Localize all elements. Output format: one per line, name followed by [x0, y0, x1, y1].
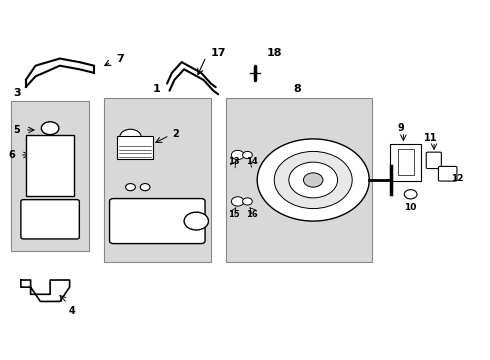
Circle shape — [289, 162, 338, 198]
Text: 5: 5 — [13, 125, 20, 135]
Circle shape — [257, 139, 369, 221]
Circle shape — [41, 122, 59, 135]
Text: 12: 12 — [451, 174, 463, 183]
Text: 3: 3 — [14, 88, 21, 98]
Text: 1: 1 — [152, 84, 160, 94]
Text: 11: 11 — [424, 133, 438, 143]
Circle shape — [303, 173, 323, 187]
Text: 6: 6 — [8, 150, 15, 160]
FancyBboxPatch shape — [11, 102, 89, 251]
Circle shape — [184, 212, 208, 230]
FancyBboxPatch shape — [397, 149, 414, 175]
FancyBboxPatch shape — [110, 199, 205, 244]
Circle shape — [120, 129, 141, 145]
Circle shape — [231, 197, 244, 206]
Text: 13: 13 — [228, 157, 240, 166]
Text: 10: 10 — [404, 203, 417, 212]
FancyBboxPatch shape — [26, 135, 74, 196]
Circle shape — [231, 150, 244, 159]
FancyBboxPatch shape — [104, 98, 211, 262]
Circle shape — [243, 198, 252, 205]
Text: 2: 2 — [172, 129, 179, 139]
Text: 17: 17 — [211, 48, 226, 58]
Text: 7: 7 — [116, 54, 123, 64]
FancyBboxPatch shape — [426, 152, 441, 168]
Text: 8: 8 — [294, 84, 301, 94]
Circle shape — [274, 152, 352, 208]
Text: 9: 9 — [397, 123, 404, 133]
FancyBboxPatch shape — [439, 166, 457, 181]
Text: 4: 4 — [69, 306, 75, 316]
Circle shape — [243, 152, 252, 158]
Text: 18: 18 — [267, 48, 282, 58]
FancyBboxPatch shape — [117, 136, 153, 159]
FancyBboxPatch shape — [225, 98, 372, 262]
Circle shape — [125, 184, 135, 191]
FancyBboxPatch shape — [390, 144, 421, 181]
Text: 15: 15 — [228, 210, 240, 219]
Text: 16: 16 — [246, 210, 258, 219]
FancyBboxPatch shape — [21, 200, 79, 239]
Circle shape — [404, 190, 417, 199]
Text: 14: 14 — [246, 157, 258, 166]
Circle shape — [140, 184, 150, 191]
